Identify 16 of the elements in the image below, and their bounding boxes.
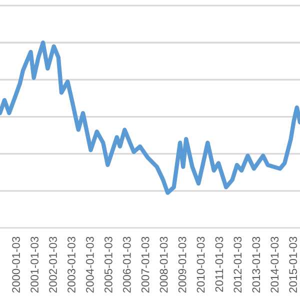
x-tick-label: 2011-01-03 <box>215 236 224 292</box>
x-tick-label: 2007-01-03 <box>141 236 150 293</box>
x-tick-label: 2012-01-03 <box>234 236 242 293</box>
x-tick-label: 2002-01-03 <box>49 236 57 293</box>
x-tick-label: 2001-01-03 <box>30 236 38 293</box>
x-tick-label: 2013-01-03 <box>252 236 260 293</box>
x-tick-label: 2005-01-03 <box>104 236 112 293</box>
x-tick-label: 2010-01-03 <box>196 236 205 293</box>
x-tick-label: 2008-01-03 <box>160 236 168 293</box>
x-tick-label: 2000-01-03 <box>12 236 20 293</box>
x-tick-label: 2009-01-03 <box>178 236 186 293</box>
x-tick-label: 2004-01-03 <box>86 236 94 293</box>
x-tick-label: 2003-01-03 <box>68 236 76 293</box>
x-tick-label: 2014-01-03 <box>270 236 279 293</box>
x-tick-label: 2006-01-03 <box>122 236 131 293</box>
x-tick-label: 2015-01-03 <box>289 236 298 293</box>
